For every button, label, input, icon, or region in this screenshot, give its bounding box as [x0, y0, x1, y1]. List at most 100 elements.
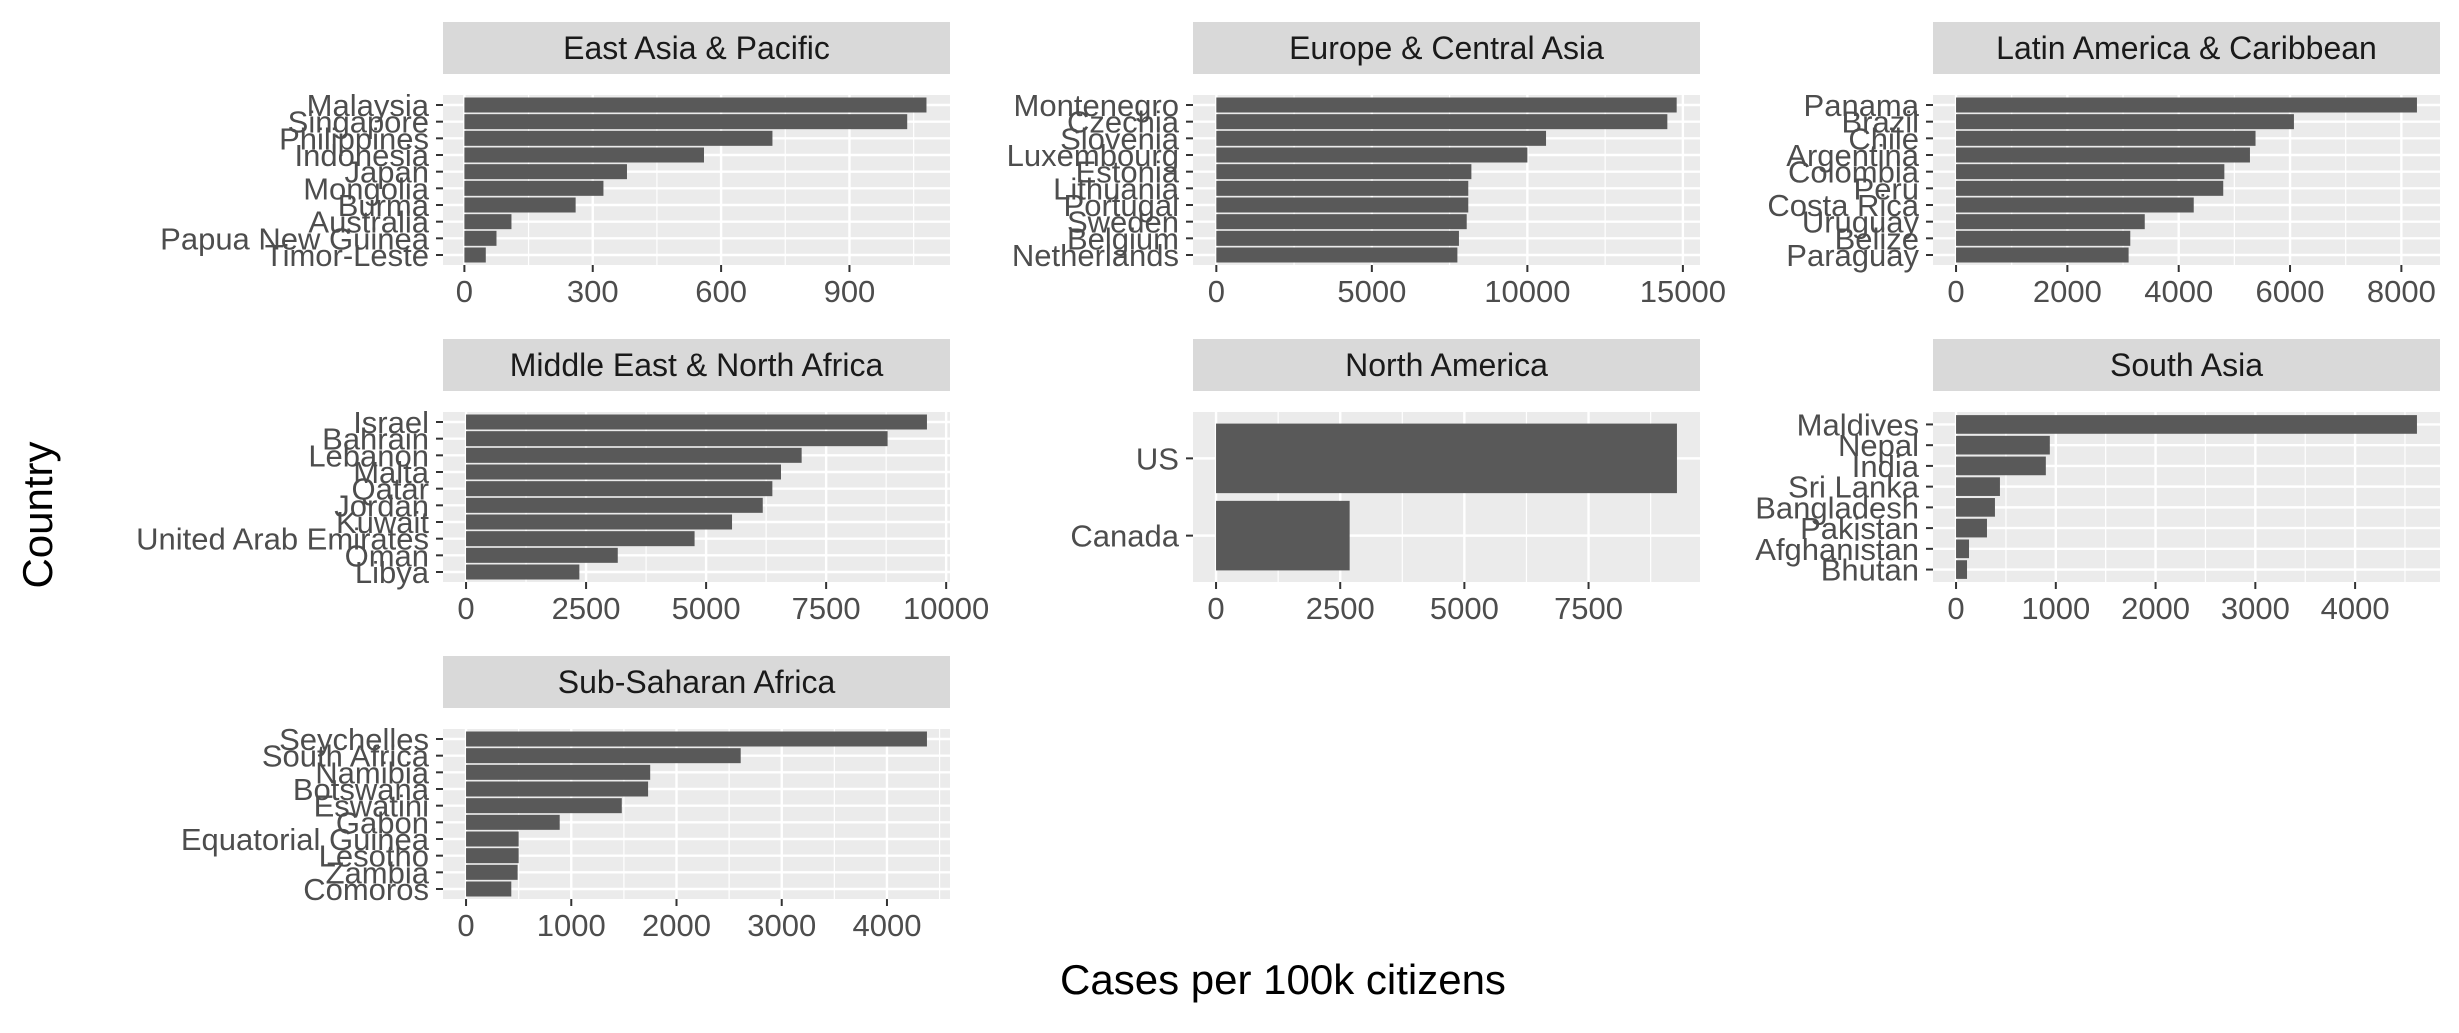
- bar: [1216, 197, 1469, 213]
- facet-panel: Middle East & North Africa 0 2500 5000 7500 1…: [136, 339, 989, 626]
- facet-title: Middle East & North Africa: [510, 347, 884, 383]
- x-tick-label: 8000: [2367, 274, 2436, 309]
- bar: [466, 481, 773, 497]
- bar: [1216, 230, 1459, 246]
- bar: [1956, 180, 2224, 196]
- bar: [464, 214, 512, 230]
- x-tick-label: 10000: [1484, 274, 1570, 309]
- y-tick-label: Botswana: [293, 772, 430, 807]
- facet-strip: [1193, 22, 1700, 74]
- x-tick-label: 0: [1208, 274, 1225, 309]
- y-tick-label: Afghanistan: [1755, 532, 1919, 567]
- bar: [1956, 415, 2417, 434]
- y-axis-title: Country: [14, 441, 61, 588]
- y-tick-label: Paraguay: [1786, 238, 1919, 273]
- bar: [1956, 114, 2294, 130]
- x-tick-label: 4000: [2321, 591, 2390, 626]
- bar: [464, 147, 704, 163]
- x-tick-label: 5000: [672, 591, 741, 626]
- bar: [466, 781, 649, 797]
- y-tick-label: Zambia: [326, 855, 430, 890]
- bar: [1216, 214, 1467, 230]
- y-tick-label: Jordan: [334, 488, 429, 523]
- x-tick-label: 0: [1947, 591, 1964, 626]
- bar: [464, 197, 576, 213]
- bar: [1956, 518, 1987, 538]
- x-tick-label: 3000: [2221, 591, 2290, 626]
- x-tick-label: 300: [567, 274, 619, 309]
- bar: [1216, 247, 1458, 263]
- x-tick-label: 2000: [642, 908, 711, 943]
- x-tick-label: 0: [1947, 274, 1964, 309]
- facet-strip: [443, 339, 950, 391]
- y-tick-label: US: [1136, 441, 1179, 476]
- x-tick-label: 900: [824, 274, 876, 309]
- y-tick-label: Luxembourg: [1007, 138, 1179, 173]
- y-tick-label: Comoros: [303, 872, 429, 907]
- y-tick-label: Slovenia: [1060, 121, 1180, 156]
- x-tick-label: 5000: [1430, 591, 1499, 626]
- y-tick-label: Philippines: [279, 121, 429, 156]
- y-tick-label: Belgium: [1067, 221, 1179, 256]
- bar: [1956, 477, 2000, 496]
- x-tick-label: 2000: [2033, 274, 2102, 309]
- y-tick-label: Sweden: [1067, 205, 1179, 240]
- y-tick-label: Bhutan: [1821, 553, 1919, 588]
- y-tick-label: Malta: [353, 455, 430, 490]
- y-tick-label: Japan: [345, 155, 429, 190]
- bar: [466, 464, 781, 480]
- bar: [1956, 456, 2046, 476]
- bar: [1216, 500, 1350, 571]
- y-tick-label: United Arab Emirates: [136, 522, 429, 557]
- y-tick-label: Burma: [338, 188, 430, 223]
- bar: [1956, 539, 1970, 559]
- bar: [1216, 147, 1528, 163]
- y-tick-label: Singapore: [288, 105, 429, 140]
- bar: [466, 531, 695, 547]
- y-tick-label: Maldives: [1797, 407, 1919, 442]
- y-tick-label: Australia: [308, 205, 429, 240]
- y-tick-label: Argentina: [1786, 138, 1919, 173]
- facet-title: Europe & Central Asia: [1289, 30, 1604, 66]
- y-tick-label: Nepal: [1838, 428, 1919, 463]
- y-tick-label: Mongolia: [303, 171, 430, 206]
- y-tick-label: Indonesia: [295, 138, 430, 173]
- y-tick-label: Chile: [1848, 121, 1919, 156]
- bar: [1956, 560, 1968, 579]
- y-tick-label: Seychelles: [279, 722, 429, 757]
- bar: [1956, 197, 2194, 213]
- facet-panel: Europe & Central Asia 0 5000 10000 15000 Mont…: [1007, 22, 1726, 309]
- y-tick-label: Panama: [1804, 88, 1920, 123]
- x-tick-label: 6000: [2256, 274, 2325, 309]
- y-tick-label: Portugal: [1064, 188, 1179, 223]
- facet-title: East Asia & Pacific: [563, 30, 830, 66]
- x-tick-label: 0: [457, 591, 474, 626]
- x-tick-label: 0: [457, 908, 474, 943]
- y-tick-label: India: [1852, 449, 1920, 484]
- facet-strip: [443, 22, 950, 74]
- bar: [1956, 214, 2145, 230]
- y-tick-label: Czechia: [1067, 105, 1180, 140]
- bar: [464, 164, 627, 180]
- facet-strip: [1193, 339, 1700, 391]
- x-tick-label: 15000: [1640, 274, 1726, 309]
- bar: [464, 230, 497, 246]
- bar: [466, 447, 802, 463]
- bar: [464, 130, 773, 146]
- x-tick-label: 3000: [747, 908, 816, 943]
- y-tick-label: Namibia: [315, 755, 429, 790]
- facet-panel: North America 0 2500 5000 7500 US Canada: [1070, 339, 1700, 626]
- facet-panel: Latin America & Caribbean 0 2000 4000 6000 80…: [1767, 22, 2440, 309]
- bar: [1956, 247, 2129, 263]
- x-tick-label: 2500: [1306, 591, 1375, 626]
- bar: [466, 748, 741, 764]
- y-tick-label: Qatar: [351, 472, 429, 507]
- facet-title: North America: [1345, 347, 1548, 383]
- y-tick-label: Eswatini: [314, 789, 429, 824]
- y-tick-label: Equatorial Guinea: [181, 822, 430, 857]
- y-tick-label: Israel: [353, 405, 429, 440]
- bar: [466, 798, 622, 814]
- x-tick-label: 5000: [1337, 274, 1406, 309]
